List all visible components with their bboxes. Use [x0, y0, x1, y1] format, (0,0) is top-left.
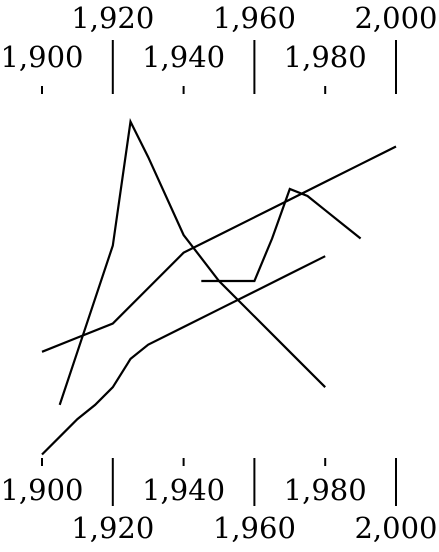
bottom-axis — [41, 458, 397, 506]
top-tick-label: 1,920 — [71, 1, 154, 35]
series-lines — [41, 118, 397, 456]
series-line-3 — [41, 255, 326, 456]
top-tick-label: 1,940 — [142, 40, 225, 74]
top-tick-label: 1,900 — [0, 40, 83, 74]
bottom-tick-label: 1,940 — [142, 473, 225, 507]
bottom-tick-label: 2,000 — [354, 511, 437, 545]
bottom-tick-label: 1,900 — [0, 473, 83, 507]
bottom-tick-label: 1,960 — [213, 511, 296, 545]
series-line-1 — [41, 145, 397, 353]
bottom-tick-label: 1,920 — [71, 511, 154, 545]
series-line-2 — [58, 118, 326, 406]
top-tick-label: 2,000 — [354, 1, 437, 35]
series-line-4 — [201, 187, 362, 283]
top-axis — [41, 40, 397, 94]
top-tick-label: 1,960 — [213, 1, 296, 35]
top-tick-label: 1,980 — [284, 40, 367, 74]
bottom-tick-label: 1,980 — [284, 473, 367, 507]
